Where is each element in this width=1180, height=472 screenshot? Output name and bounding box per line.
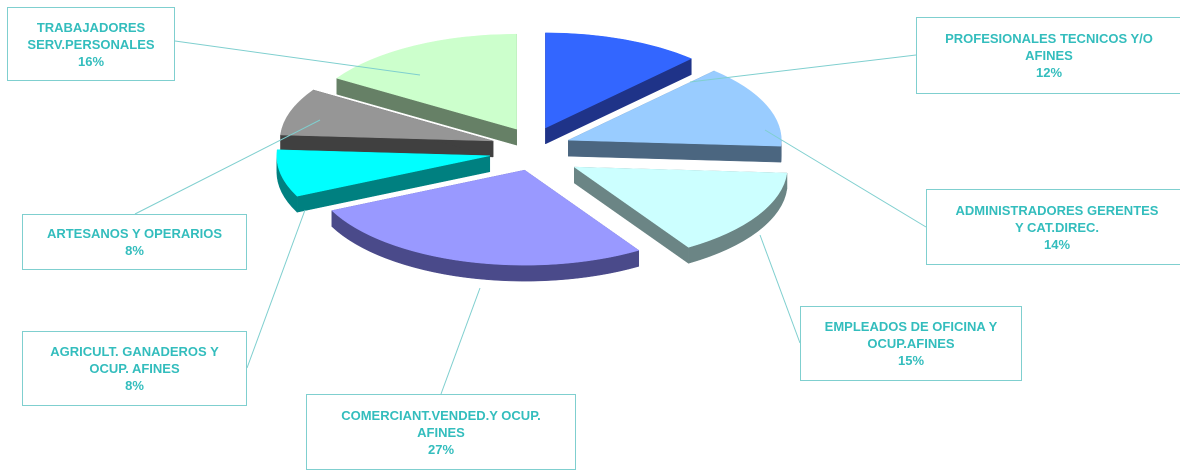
slice-label-name-line: AFINES	[1025, 48, 1073, 63]
slice-label-name-line: AGRICULT. GANADEROS Y	[50, 344, 219, 359]
pie-slice-top	[545, 32, 692, 129]
slice-label-value: 8%	[125, 243, 144, 258]
pie-slice	[568, 70, 782, 163]
leader-line	[440, 287, 481, 395]
slice-label-name-line: PROFESIONALES TECNICOS Y/O	[945, 31, 1153, 46]
slice-label-name-line: ADMINISTRADORES GERENTES	[955, 202, 1159, 218]
pie-slice	[276, 149, 491, 213]
pie-slice-top	[331, 169, 640, 266]
slice-label-administradores: ADMINISTRADORES GERENTES Y CAT.DIREC. 14…	[926, 189, 1180, 265]
slice-label-name-line: COMERCIANT.VENDED.Y OCUP.	[341, 407, 541, 423]
slice-label-value: 16%	[77, 53, 105, 69]
slice-label-name-line: Y CAT.DIREC.	[1014, 219, 1100, 235]
pie-slice-top	[573, 166, 788, 248]
slice-label-empleados: EMPLEADOS DE OFICINA Y OCUP.AFINES 15%	[800, 306, 1022, 381]
leader-line	[246, 209, 306, 369]
leader-line	[689, 54, 917, 83]
slice-label-value: 27%	[427, 441, 455, 457]
pie-slice	[331, 169, 640, 282]
slice-label-name-line: TRABAJADORES	[36, 19, 146, 35]
leader-line	[764, 129, 927, 228]
pie-slice-top	[280, 89, 494, 142]
slice-label-value: 12%	[1035, 65, 1063, 80]
leader-line	[759, 234, 801, 344]
slice-label-comerciantes: COMERCIANT.VENDED.Y OCUP. AFINES 27%	[306, 394, 576, 470]
slice-label-value: 14%	[1043, 236, 1071, 252]
leader-line	[174, 40, 421, 76]
slice-label-name-line: ARTESANOS Y OPERARIOS	[46, 226, 223, 241]
pie-slice-top	[336, 33, 517, 130]
slice-label-profesionales: PROFESIONALES TECNICOS Y/O AFINES 12%	[916, 17, 1180, 94]
pie-slice	[545, 32, 692, 145]
slice-label-name-line: SERV.PERSONALES	[27, 36, 155, 52]
slice-label-value: 15%	[897, 353, 925, 368]
pie-slice	[336, 33, 517, 146]
slice-label-name-line: AFINES	[417, 424, 465, 440]
slice-label-trabajadores: TRABAJADORES SERV.PERSONALES 16%	[7, 7, 175, 81]
pie-slice-top	[276, 149, 490, 197]
pie-slice	[573, 166, 788, 264]
slice-label-agricultores: AGRICULT. GANADEROS Y OCUP. AFINES 8%	[22, 331, 247, 406]
leader-line	[134, 119, 321, 215]
slice-label-name-line: OCUP. AFINES	[89, 361, 180, 376]
slice-label-name-line: OCUP.AFINES	[867, 336, 955, 351]
slice-label-artesanos: ARTESANOS Y OPERARIOS 8%	[22, 214, 247, 270]
slice-label-name-line: EMPLEADOS DE OFICINA Y	[824, 319, 998, 334]
slice-label-value: 8%	[125, 378, 144, 393]
